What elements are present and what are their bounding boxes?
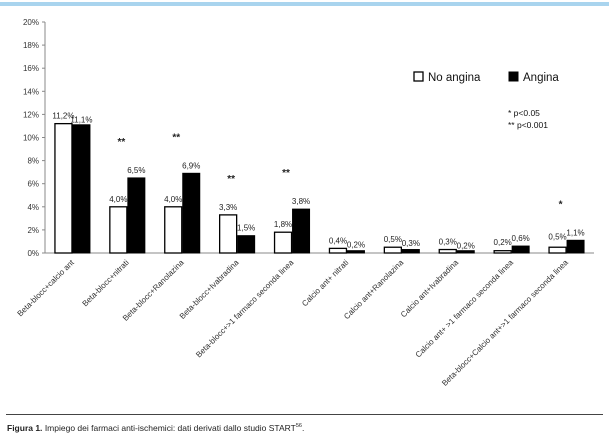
y-tick-label: 8% bbox=[27, 157, 39, 166]
bar-angina bbox=[346, 250, 365, 254]
figure-caption: Figura 1. Impiego dei farmaci anti-ische… bbox=[7, 423, 305, 433]
significance-marker: ** bbox=[172, 132, 180, 143]
value-label-no-angina: 0,2% bbox=[494, 238, 512, 247]
value-label-no-angina: 0,4% bbox=[329, 236, 347, 245]
top-accent-rule bbox=[0, 2, 609, 6]
bar-no-angina bbox=[54, 122, 73, 254]
value-label-angina: 0,2% bbox=[347, 240, 365, 249]
value-label-angina: 0,3% bbox=[402, 239, 420, 248]
caption-reference: 56 bbox=[295, 423, 302, 430]
bar-no-angina bbox=[328, 247, 348, 254]
y-tick-label: 16% bbox=[23, 64, 39, 73]
bar-no-angina bbox=[109, 206, 128, 254]
significance-marker: ** bbox=[282, 168, 290, 179]
significance-marker: ** bbox=[117, 137, 125, 148]
y-tick-label: 0% bbox=[27, 249, 39, 258]
bar-angina bbox=[511, 245, 530, 254]
bar-angina bbox=[566, 239, 585, 254]
category-label: Calcio ant+Ivabradina bbox=[399, 258, 461, 320]
value-label-angina: 11,1% bbox=[70, 116, 92, 125]
category-label: Beta-blocc+calcio ant bbox=[16, 258, 77, 319]
significance-marker: * bbox=[559, 199, 563, 210]
category-label: Beta-blocc+Calcio ant+>1 farmaco seconda… bbox=[440, 258, 570, 388]
value-label-angina: 1,1% bbox=[566, 228, 584, 237]
category-label: Calcio ant+Ranolazina bbox=[342, 258, 406, 322]
significance-note: ** p<0.001 bbox=[508, 120, 548, 130]
bar-no-angina bbox=[548, 246, 567, 254]
bar-no-angina bbox=[273, 231, 293, 254]
value-label-no-angina: 0,3% bbox=[439, 238, 457, 247]
caption-divider bbox=[6, 414, 603, 415]
significance-marker: ** bbox=[227, 174, 235, 185]
category-label: Beta-blocc+nitrati bbox=[81, 258, 131, 308]
y-tick-label: 14% bbox=[23, 87, 39, 96]
figure-label: Figura 1. bbox=[7, 423, 43, 433]
value-label-no-angina: 0,5% bbox=[384, 235, 402, 244]
bar-angina bbox=[237, 235, 256, 254]
y-tick-label: 12% bbox=[23, 110, 39, 119]
bar-no-angina bbox=[493, 250, 512, 254]
bar-angina bbox=[127, 177, 146, 254]
value-label-no-angina: 4,0% bbox=[109, 195, 127, 204]
value-label-angina: 6,9% bbox=[182, 161, 200, 170]
bar-no-angina bbox=[383, 246, 403, 254]
bar-no-angina bbox=[218, 214, 238, 254]
bar-chart: 0% 2% 4% 6% 8% 10% 12% 14% 16% 18% 20% 11,2%11,1% B… bbox=[16, 18, 594, 388]
bar-angina bbox=[401, 249, 420, 254]
legend-swatch-no-angina bbox=[413, 71, 424, 82]
bar-angina bbox=[72, 124, 91, 254]
value-label-angina: 6,5% bbox=[127, 166, 145, 175]
y-tick-label: 18% bbox=[23, 41, 39, 50]
bar-angina bbox=[456, 250, 475, 254]
significance-note: * p<0.05 bbox=[508, 108, 540, 118]
category-label: Beta-blocc+Ranolazina bbox=[121, 258, 186, 323]
value-label-no-angina: 4,0% bbox=[164, 195, 182, 204]
category-label: Calcio ant+ nitrati bbox=[300, 258, 350, 308]
legend-swatch-angina bbox=[508, 71, 519, 82]
legend-label-no-angina: No angina bbox=[428, 72, 481, 84]
value-label-angina: 0,2% bbox=[457, 242, 475, 251]
y-tick-label: 2% bbox=[27, 226, 39, 235]
legend-label-angina: Angina bbox=[523, 72, 559, 84]
value-label-no-angina: 0,5% bbox=[548, 232, 566, 241]
bar-angina bbox=[182, 172, 201, 254]
y-tick-label: 4% bbox=[27, 203, 39, 212]
y-tick-label: 20% bbox=[23, 18, 39, 27]
category-label: Beta-blocc+>1 farmaco seconda linea bbox=[194, 258, 296, 360]
value-label-no-angina: 1,8% bbox=[274, 220, 292, 229]
value-label-angina: 1,5% bbox=[237, 224, 255, 233]
value-label-angina: 3,8% bbox=[292, 197, 310, 206]
value-label-no-angina: 11,2% bbox=[52, 112, 74, 121]
bar-no-angina bbox=[164, 206, 183, 254]
y-tick-label: 6% bbox=[27, 180, 39, 189]
y-tick-label: 10% bbox=[23, 134, 39, 143]
bar-no-angina bbox=[438, 248, 457, 254]
category-label: Calcio ant+ >1 farmaco seconda linea bbox=[414, 258, 516, 360]
value-label-angina: 0,6% bbox=[512, 234, 530, 243]
legend: No angina Angina * p<0.05 ** p<0.001 bbox=[413, 71, 559, 130]
value-label-no-angina: 3,3% bbox=[219, 203, 237, 212]
category-label: Beta-blocc+Ivabradina bbox=[178, 258, 241, 321]
caption-text: Impiego dei farmaci anti-ischemici: dati… bbox=[44, 423, 296, 433]
bar-angina bbox=[292, 208, 311, 254]
